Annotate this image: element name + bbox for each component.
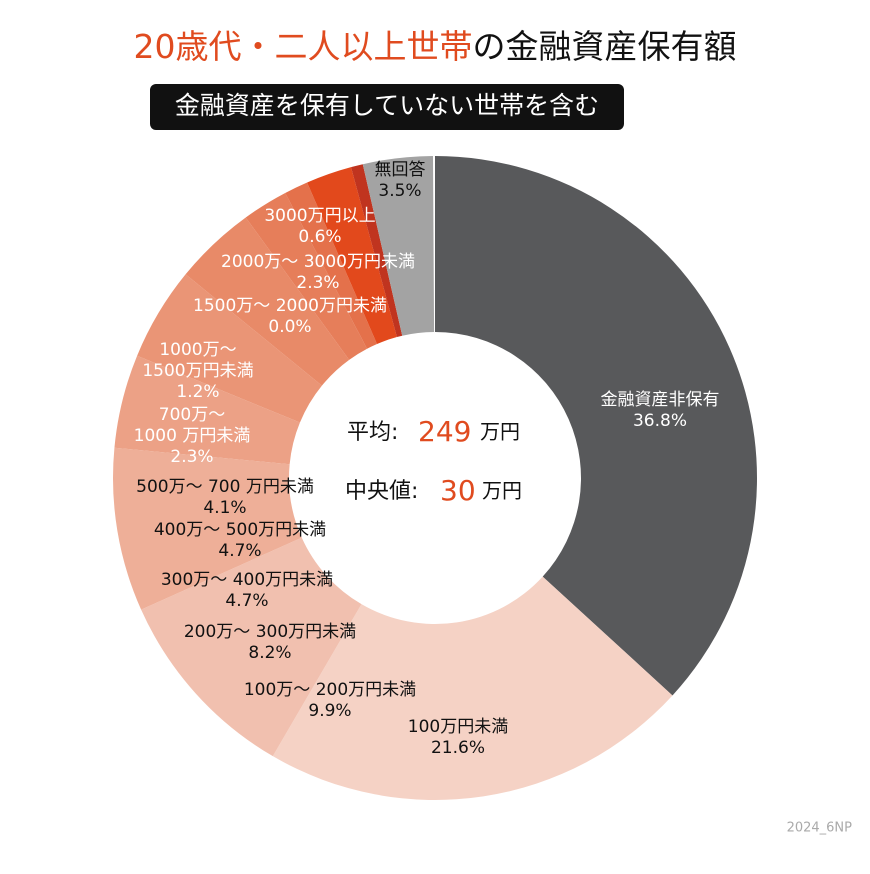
slice-label: 1000 万円未満 <box>134 426 251 446</box>
footer: 2024_6NP <box>787 821 853 836</box>
slice <box>141 537 362 757</box>
slice-label: 200万〜 300万円未満 <box>184 622 356 642</box>
chart-title: 20歳代・二人以上世帯の金融資産保有額 <box>134 27 737 66</box>
center-value: 249 <box>418 415 471 448</box>
center-label: 平均: <box>347 420 398 445</box>
slice <box>272 576 673 801</box>
value-label: 8.2% <box>248 643 291 663</box>
slice <box>185 217 350 386</box>
slice <box>114 355 300 465</box>
slice-label: 300万〜 400万円未満 <box>161 570 333 590</box>
subtitle: 金融資産を保有していない世帯を含む <box>175 91 599 120</box>
slice-label: 2000万〜 3000万円未満 <box>221 252 415 272</box>
slice <box>137 274 322 423</box>
value-label: 2.3% <box>170 447 213 467</box>
slice-label: 1500万〜 2000万円未満 <box>193 296 387 316</box>
title-rest: の金融資産保有額 <box>473 27 737 66</box>
value-label: 4.7% <box>218 541 261 561</box>
slice-label: 700万〜 <box>159 405 225 425</box>
slice-label: 500万〜 700 万円未満 <box>136 477 314 497</box>
value-label: 0.6% <box>298 227 341 247</box>
value-label: 1.2% <box>176 382 219 402</box>
title-highlight: 20歳代・二人以上世帯 <box>134 27 473 66</box>
center-unit: 万円 <box>480 420 520 444</box>
center-value: 30 <box>440 474 476 507</box>
slice <box>245 192 368 360</box>
slice <box>112 447 302 610</box>
value-label: 21.6% <box>431 738 485 758</box>
slice-label: 無回答 <box>375 160 426 180</box>
value-label: 9.9% <box>308 701 351 721</box>
value-label: 0.0% <box>268 317 311 337</box>
slice <box>285 182 378 349</box>
value-label: 36.8% <box>633 411 687 431</box>
slice-label: 金融資産非保有 <box>601 390 720 410</box>
slice-label: 100万円未満 <box>408 717 508 737</box>
slice-label: 100万〜 200万円未満 <box>244 680 416 700</box>
slice <box>435 156 758 696</box>
subtitle-box <box>150 84 624 130</box>
center-unit: 万円 <box>482 479 522 503</box>
value-label: 4.7% <box>225 591 268 611</box>
center-label: 中央値: <box>345 479 418 504</box>
slice <box>351 164 403 338</box>
slice-label: 1000万〜 <box>159 340 236 360</box>
slice-label: 1500万円未満 <box>142 361 253 381</box>
slice <box>362 156 435 336</box>
slice-label: 400万〜 500万円未満 <box>154 520 326 540</box>
slice <box>307 167 397 345</box>
slice-label: 3000万円以上 <box>264 206 375 226</box>
value-label: 2.3% <box>296 273 339 293</box>
value-label: 3.5% <box>378 181 421 201</box>
value-label: 4.1% <box>203 498 246 518</box>
